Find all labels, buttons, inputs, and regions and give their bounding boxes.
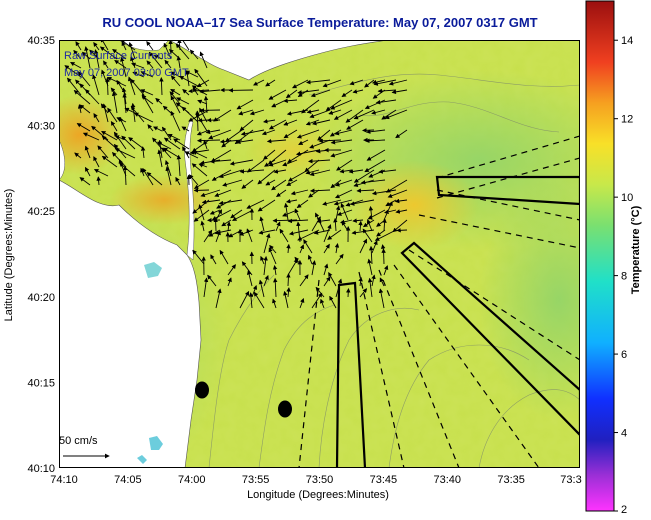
latitude-tick-label: 40:15 — [27, 377, 55, 389]
legend-line-2: May 07, 2007 03:00 GMT — [64, 67, 189, 79]
longitude-tick-label: 73:35 — [497, 474, 525, 486]
current-vector-arrow — [348, 289, 349, 297]
latitude-tick-label: 40:20 — [27, 292, 55, 304]
latitude-ticks: 40:35 40:30 40:25 40:20 40:15 40:10 — [27, 35, 55, 475]
colorbar-tick-label: 12 — [621, 114, 633, 126]
legend-line-1: Raw Surface Currents — [64, 50, 172, 62]
colorbar-tick-label: 4 — [621, 428, 627, 440]
current-vector-arrow — [288, 274, 289, 286]
colorbar-title: Temperature (°C) — [630, 205, 642, 294]
colorbar-svg: 14 12 10 8 6 4 2 Temperature (°C) — [585, 0, 651, 515]
longitude-tick-label: 73:3 — [560, 474, 581, 486]
current-vector-arrow — [170, 40, 171, 50]
y-axis-title: Latitude (Degrees:Minutes) — [3, 189, 15, 322]
current-vector-arrow — [194, 190, 209, 191]
current-vector-arrow — [397, 230, 407, 231]
colorbar-tick-label: 2 — [621, 504, 627, 515]
current-vector-arrow — [216, 218, 217, 231]
x-axis-title: Longitude (Degrees:Minutes) — [247, 489, 389, 501]
latitude-tick-label: 40:25 — [27, 206, 55, 218]
map-panel: 50 cm/s — [59, 40, 580, 468]
sampling-station-dot — [195, 382, 209, 399]
scale-label: 50 cm/s — [59, 435, 98, 447]
colorbar-tick-label: 14 — [621, 35, 633, 47]
longitude-tick-label: 74:10 — [50, 474, 78, 486]
longitude-tick-label: 73:55 — [242, 474, 270, 486]
latitude-tick-label: 40:10 — [27, 463, 55, 475]
colorbar-tick-label: 10 — [621, 192, 633, 204]
longitude-tick-label: 73:45 — [370, 474, 398, 486]
map-title: RU COOL NOAA–17 Sea Surface Temperature:… — [60, 15, 580, 30]
longitude-ticks: 74:10 74:05 74:00 73:55 73:50 73:45 73:40 73:35… — [50, 474, 581, 486]
sst-map: 50 cm/s — [59, 40, 580, 468]
colorbar-scale — [586, 1, 614, 511]
longitude-tick-label: 74:00 — [178, 474, 206, 486]
latitude-tick-label: 40:30 — [27, 121, 55, 133]
current-vector-arrow — [199, 120, 210, 121]
latitude-tick-label: 40:35 — [27, 35, 55, 47]
colorbar-tick-label: 6 — [621, 349, 627, 361]
colorbar-tick-label: 8 — [621, 271, 627, 283]
longitude-tick-label: 74:05 — [114, 474, 142, 486]
longitude-tick-label: 73:50 — [306, 474, 334, 486]
longitude-tick-label: 73:40 — [433, 474, 461, 486]
sampling-station-dot — [278, 401, 292, 418]
current-vector-arrow — [363, 130, 374, 131]
temperature-colorbar: 14 12 10 8 6 4 2 Temperature (°C) — [585, 0, 651, 515]
current-vector-arrow — [384, 249, 385, 264]
